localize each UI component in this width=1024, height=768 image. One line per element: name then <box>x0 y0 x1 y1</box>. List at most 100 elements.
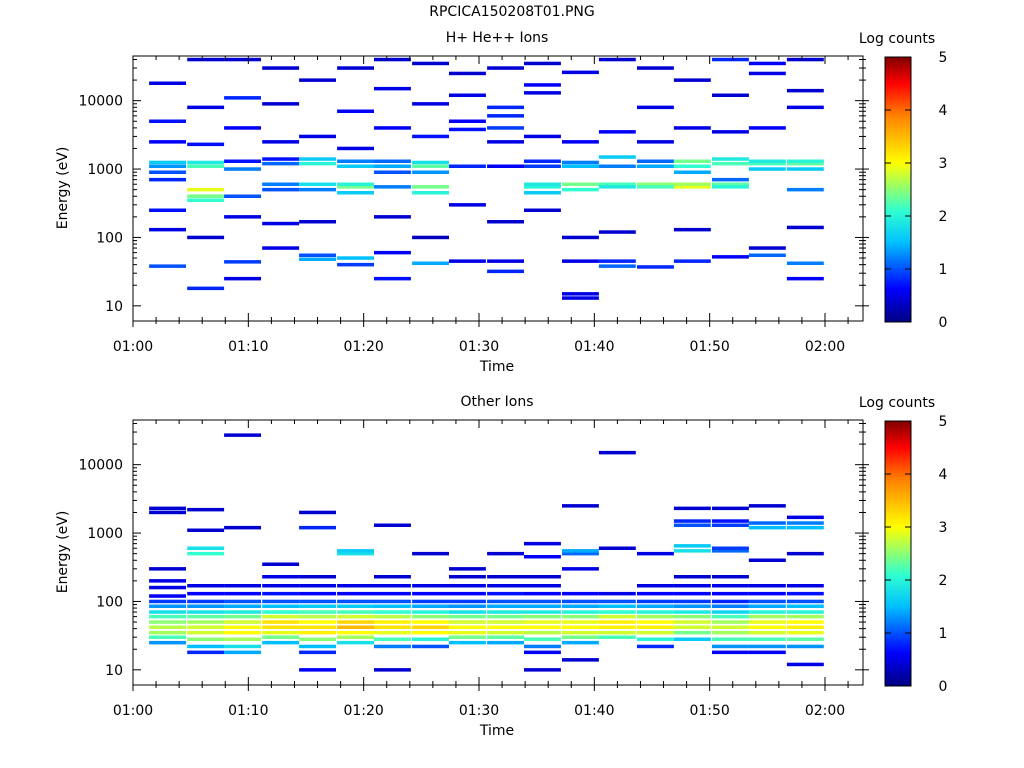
heatmap-cell <box>786 614 824 619</box>
heatmap-cell <box>673 584 711 588</box>
heatmap-cell <box>598 259 636 263</box>
x-tick-label: 01:50 <box>689 703 729 719</box>
heatmap-cell <box>262 221 300 226</box>
heatmap-cell <box>187 599 225 604</box>
heatmap-cell <box>149 599 186 604</box>
heatmap-cell <box>374 185 411 189</box>
heatmap-cell <box>299 614 336 619</box>
heatmap-cell <box>524 637 561 641</box>
heatmap-cell <box>786 57 824 62</box>
heatmap-cell <box>748 591 786 596</box>
heatmap-cell <box>262 182 300 186</box>
heatmap-cell <box>299 637 336 641</box>
heatmap-cell <box>149 630 186 635</box>
heatmap-cell <box>224 614 261 619</box>
heatmap-cell <box>449 71 486 76</box>
heatmap-cell <box>786 637 824 641</box>
heatmap-cell <box>337 599 374 604</box>
heatmap-cell <box>149 208 186 212</box>
heatmap-cell <box>299 650 336 655</box>
heatmap-cell <box>712 546 749 550</box>
heatmap-cell <box>673 523 711 527</box>
heatmap-cell <box>562 296 599 300</box>
heatmap-cell <box>149 614 186 619</box>
heatmap-cell <box>487 126 524 130</box>
heatmap-cell <box>412 591 449 596</box>
heatmap-cell <box>224 57 261 62</box>
heatmap-cell <box>487 599 524 604</box>
heatmap-cell <box>374 575 411 579</box>
heatmap-cell <box>673 519 711 523</box>
heatmap-cell <box>187 546 225 550</box>
heatmap-cell <box>786 584 824 588</box>
heatmap-cell <box>412 164 449 168</box>
heatmap-cell <box>598 450 636 455</box>
heatmap-cell <box>562 567 599 571</box>
heatmap-cell <box>412 625 449 629</box>
heatmap-cell <box>673 614 711 619</box>
x-tick-label: 01:50 <box>689 339 729 355</box>
heatmap-cell <box>637 265 674 269</box>
heatmap-cell <box>562 182 599 186</box>
y-tick-label: 10 <box>105 299 123 315</box>
y-tick-label: 100 <box>96 230 123 246</box>
heatmap-cell <box>224 610 261 614</box>
heatmap-cell <box>262 562 300 566</box>
heatmap-cell <box>786 620 824 624</box>
heatmap-cell <box>673 591 711 596</box>
panel-h-he-ions: H+ He++ Ions 01:00 01:10 01:20 01:30 01:40 01… <box>55 30 948 375</box>
heatmap-cell <box>449 625 486 629</box>
heatmap-cell <box>262 604 300 608</box>
heatmap-cell <box>224 96 261 100</box>
heatmap-cell <box>224 159 261 163</box>
heatmap-cell <box>562 235 599 240</box>
colorbar-tick-label: 3 <box>939 520 948 536</box>
heatmap-cell <box>224 604 261 608</box>
heatmap-cell <box>187 625 225 629</box>
heatmap-cell <box>673 549 711 553</box>
heatmap-cell <box>299 644 336 649</box>
heatmap-cells <box>149 57 824 300</box>
heatmap-cell <box>299 253 336 257</box>
x-tick-label: 01:20 <box>343 703 383 719</box>
heatmap-cell <box>712 130 749 134</box>
heatmap-cell <box>598 620 636 624</box>
heatmap-cell <box>598 182 636 186</box>
heatmap-cell <box>786 525 824 530</box>
colorbar-label: Log counts <box>859 395 935 411</box>
heatmap-cell <box>149 140 186 144</box>
y-tick-label: 1000 <box>87 526 123 542</box>
heatmap-cell <box>337 191 374 195</box>
heatmap-cell <box>262 640 300 645</box>
heatmap-cell <box>562 640 599 645</box>
heatmap-cell <box>487 66 524 70</box>
heatmap-cell <box>412 637 449 641</box>
heatmap-cell <box>598 185 636 189</box>
heatmap-cell <box>337 164 374 168</box>
x-tick-label: 02:00 <box>805 703 845 719</box>
heatmap-cell <box>149 579 186 583</box>
heatmap-cell <box>712 630 749 635</box>
heatmap-cell <box>524 584 561 588</box>
heatmap-cell <box>637 182 674 186</box>
heatmap-cell <box>673 182 711 186</box>
heatmap-cell <box>412 604 449 608</box>
heatmap-cell <box>562 259 599 263</box>
heatmap-cell <box>262 614 300 619</box>
heatmap-cell <box>449 604 486 608</box>
x-tick-label: 01:30 <box>459 339 499 355</box>
heatmap-cell <box>748 159 786 163</box>
heatmap-cell <box>673 126 711 130</box>
heatmap-cell <box>673 164 711 168</box>
colorbar-ticks: 0 1 2 3 4 5 <box>885 50 948 331</box>
heatmap-cell <box>374 215 411 219</box>
heatmap-cell <box>524 668 561 672</box>
heatmap-cell <box>712 575 749 579</box>
heatmap-cell <box>748 604 786 608</box>
heatmap-cell <box>374 637 411 641</box>
heatmap-cell <box>524 159 561 163</box>
heatmap-cell <box>712 57 749 62</box>
heatmap-cell <box>524 650 561 655</box>
heatmap-cell <box>187 650 225 655</box>
heatmap-cell <box>598 635 636 639</box>
